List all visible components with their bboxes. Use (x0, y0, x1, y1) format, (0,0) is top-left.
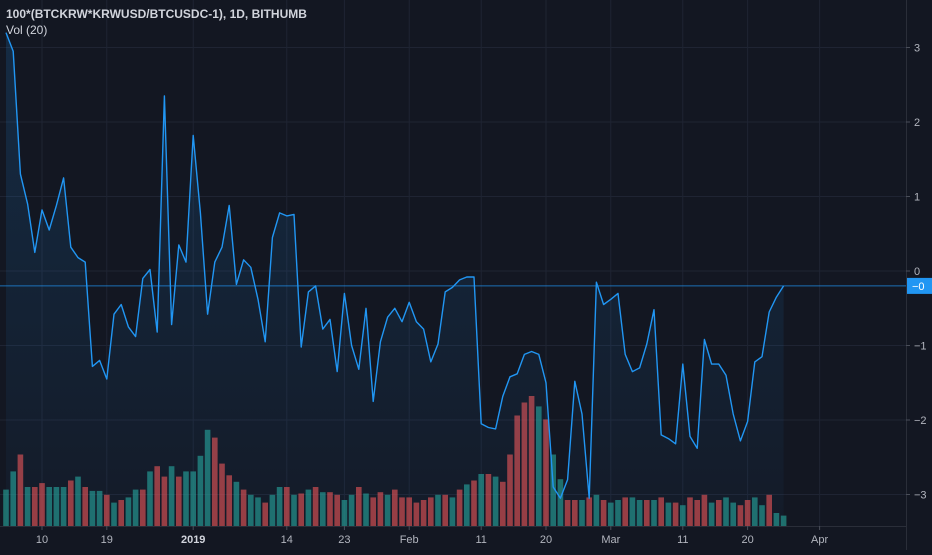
x-tick-label: Mar (601, 534, 620, 546)
x-tick-label: 23 (338, 534, 350, 546)
x-tick-label: 19 (101, 534, 113, 546)
chart-legend: 100*(BTCKRW*KRWUSD/BTCUSDC-1), 1D, BITHU… (6, 6, 307, 38)
x-tick-label: Apr (811, 534, 828, 546)
series-line-group (0, 32, 906, 499)
y-tick-label: −2 (914, 415, 927, 427)
x-tick-label: 2019 (181, 534, 205, 546)
x-tick-label: 20 (540, 534, 552, 546)
x-tick-label: Feb (400, 534, 419, 546)
y-tick-label: 1 (914, 192, 920, 204)
y-tick-label: 2 (914, 117, 920, 129)
x-tick-label: 10 (36, 534, 48, 546)
x-tick-label: 11 (677, 534, 688, 546)
series-area (6, 32, 784, 526)
y-tick-label: 3 (914, 43, 920, 55)
y-tick-label: −3 (914, 490, 927, 502)
series-line (5, 32, 785, 499)
indicator-label: Vol (20) (6, 23, 48, 37)
series-area-fill (6, 32, 784, 526)
x-tick-label: 14 (281, 534, 293, 546)
last-value-badge (907, 277, 932, 294)
last-value-label: −0 (912, 281, 925, 293)
chart-title: 100*(BTCKRW*KRWUSD/BTCUSDC-1), 1D, BITHU… (6, 7, 307, 21)
y-tick-label: 0 (914, 266, 920, 278)
x-tick-label: 11 (475, 534, 486, 546)
x-tick-label: 20 (741, 534, 753, 546)
y-tick-label: −1 (914, 341, 927, 353)
